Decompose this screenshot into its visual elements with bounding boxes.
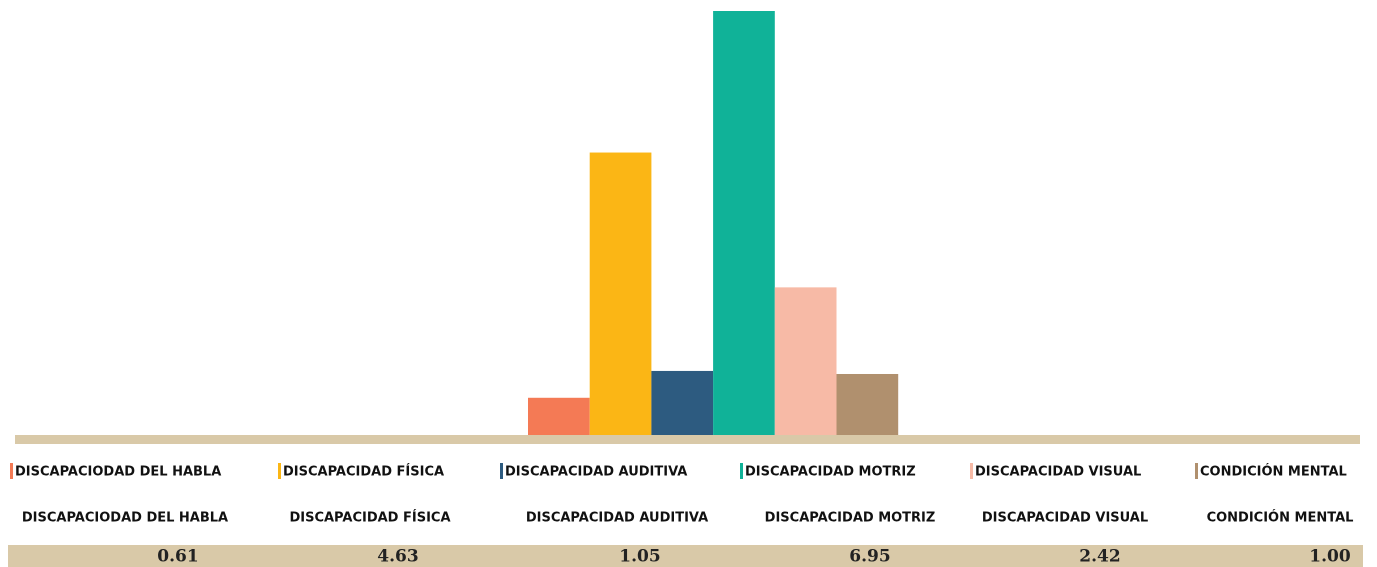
value-label: 2.42 <box>1079 547 1120 567</box>
bar <box>651 370 714 435</box>
baseline <box>15 435 1360 444</box>
bar <box>528 397 590 435</box>
value-label: 6.95 <box>849 547 890 567</box>
value-label: 4.63 <box>377 547 418 567</box>
legend-label: DISCAPACIODAD DEL HABLA <box>15 465 221 480</box>
category-label: CONDICIÓN MENTAL <box>1207 510 1354 526</box>
bar <box>836 373 899 435</box>
legend-swatch <box>278 463 281 479</box>
legend-label: DISCAPACIDAD FÍSICA <box>283 464 444 480</box>
legend-swatch <box>10 463 13 479</box>
value-label: 1.05 <box>619 547 660 567</box>
value-label: 1.00 <box>1309 547 1351 567</box>
category-label: DISCAPACIDAD MOTRIZ <box>765 511 936 526</box>
category-label: DISCAPACIDAD VISUAL <box>982 511 1148 526</box>
legend-swatch <box>500 463 503 479</box>
value-label: 0.61 <box>157 547 198 567</box>
bar <box>713 11 775 435</box>
category-label: DISCAPACIDAD FÍSICA <box>289 510 450 526</box>
bar <box>589 152 652 436</box>
category-label: DISCAPACIODAD DEL HABLA <box>22 511 228 526</box>
value-band <box>8 545 1363 567</box>
legend-label: CONDICIÓN MENTAL <box>1200 464 1347 480</box>
legend-label: DISCAPACIDAD VISUAL <box>975 465 1141 480</box>
category-label: DISCAPACIDAD AUDITIVA <box>526 511 708 526</box>
legend-swatch <box>970 463 973 479</box>
legend-label: DISCAPACIDAD AUDITIVA <box>505 465 687 480</box>
legend-swatch <box>740 463 743 479</box>
bar <box>774 287 837 435</box>
legend-swatch <box>1195 463 1198 479</box>
legend-label: DISCAPACIDAD MOTRIZ <box>745 465 916 480</box>
